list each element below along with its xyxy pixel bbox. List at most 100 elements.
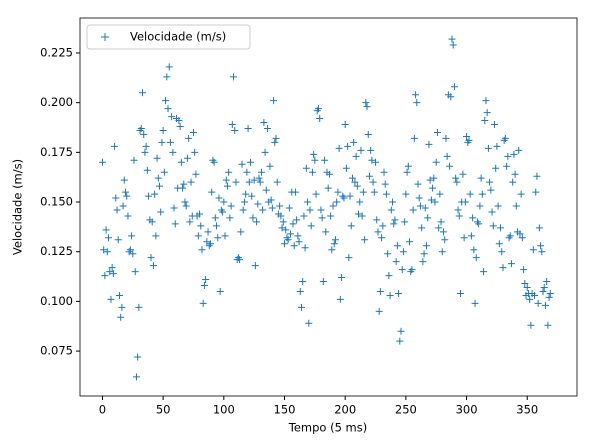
data-point xyxy=(124,212,132,220)
data-point xyxy=(260,119,268,127)
data-point xyxy=(182,202,190,210)
data-point xyxy=(338,274,346,282)
data-point xyxy=(511,170,519,178)
data-point xyxy=(384,250,392,258)
data-point xyxy=(430,174,438,182)
data-point xyxy=(364,130,372,138)
data-point xyxy=(540,283,548,291)
data-point xyxy=(98,158,106,166)
data-point xyxy=(225,168,233,176)
x-tick-label: 250 xyxy=(395,403,417,417)
data-point xyxy=(470,246,478,254)
data-point xyxy=(159,126,167,134)
data-point xyxy=(340,194,348,202)
data-point xyxy=(322,228,330,236)
data-point xyxy=(196,210,204,218)
data-point xyxy=(456,289,464,297)
data-point xyxy=(533,172,541,180)
data-point xyxy=(495,240,503,248)
data-point xyxy=(305,319,313,327)
data-point xyxy=(344,142,352,150)
data-point xyxy=(293,216,301,224)
data-point xyxy=(237,228,245,236)
data-point xyxy=(311,156,319,164)
data-point xyxy=(189,128,197,136)
data-point xyxy=(131,268,139,276)
data-point xyxy=(257,168,265,176)
data-point xyxy=(149,262,157,270)
x-tick-label: 0 xyxy=(99,403,106,417)
data-point xyxy=(472,254,480,262)
data-point xyxy=(317,206,325,214)
data-point xyxy=(441,236,449,244)
data-point xyxy=(328,246,336,254)
data-point xyxy=(291,188,299,196)
data-point xyxy=(447,93,455,101)
data-point xyxy=(544,321,552,329)
data-point xyxy=(497,224,505,232)
data-point xyxy=(287,230,295,238)
data-point xyxy=(484,144,492,152)
x-tick-label: 50 xyxy=(156,403,171,417)
data-point xyxy=(314,105,322,113)
data-point xyxy=(261,148,269,156)
data-point xyxy=(117,313,125,321)
data-point xyxy=(379,222,387,230)
data-point xyxy=(385,272,393,280)
data-point xyxy=(448,35,456,43)
data-point xyxy=(486,178,494,186)
data-point xyxy=(334,188,342,196)
data-point xyxy=(378,234,386,242)
data-point xyxy=(399,248,407,256)
data-point xyxy=(415,194,423,202)
data-point xyxy=(345,254,353,262)
data-point xyxy=(216,287,224,295)
x-tick-label: 300 xyxy=(456,403,478,417)
data-point xyxy=(256,178,264,186)
data-point xyxy=(128,232,136,240)
data-point xyxy=(132,373,140,381)
data-point xyxy=(350,138,358,146)
data-point xyxy=(268,204,276,212)
data-point xyxy=(202,276,210,284)
data-point xyxy=(527,321,535,329)
data-point xyxy=(204,228,212,236)
data-point xyxy=(425,140,433,148)
data-point xyxy=(324,184,332,192)
data-point xyxy=(490,121,498,129)
data-point xyxy=(518,234,526,242)
data-point xyxy=(162,97,170,105)
data-point xyxy=(414,180,422,188)
plot-frame xyxy=(79,17,578,397)
data-point xyxy=(307,222,315,230)
data-point xyxy=(481,117,489,125)
data-point xyxy=(277,212,285,220)
data-point xyxy=(369,178,377,186)
data-point xyxy=(231,126,239,134)
data-point xyxy=(177,158,185,166)
data-point xyxy=(507,260,515,268)
data-point xyxy=(203,238,211,246)
data-point xyxy=(373,216,381,224)
data-point xyxy=(421,204,429,212)
data-point xyxy=(523,283,531,291)
data-point xyxy=(534,299,542,307)
data-point xyxy=(401,218,409,226)
data-point xyxy=(389,198,397,206)
data-point xyxy=(180,180,188,188)
data-point xyxy=(302,164,310,172)
data-point xyxy=(200,282,208,290)
data-point xyxy=(105,234,113,242)
data-point xyxy=(185,134,193,142)
data-point xyxy=(272,134,280,142)
data-point xyxy=(370,188,378,196)
data-point xyxy=(316,115,324,123)
data-point xyxy=(164,105,172,113)
legend-box xyxy=(86,24,251,50)
data-point xyxy=(254,200,262,208)
data-point xyxy=(439,228,447,236)
data-point xyxy=(228,121,236,129)
data-point xyxy=(192,170,200,178)
data-point xyxy=(222,176,230,184)
